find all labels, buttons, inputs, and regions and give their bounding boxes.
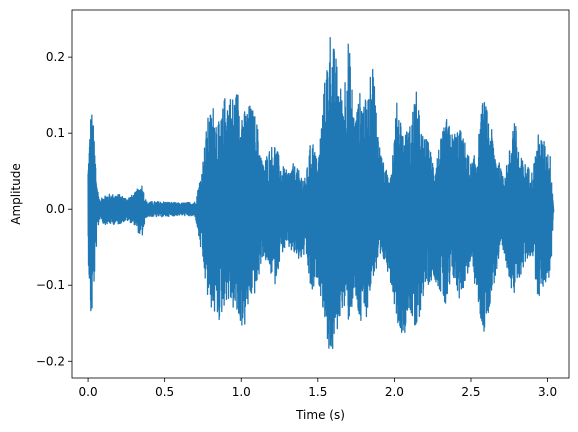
y-axis-ticks: −0.2 −0.1 0.0 0.1 0.2	[36, 50, 72, 368]
x-tick-label: 1.5	[308, 385, 327, 399]
y-axis-label: Amplitude	[9, 163, 23, 225]
y-tick-label: 0.0	[46, 202, 65, 216]
y-tick-label: −0.2	[36, 354, 65, 368]
x-tick-label: 2.5	[461, 385, 480, 399]
y-tick-label: 0.1	[46, 126, 65, 140]
y-tick-label: −0.1	[36, 278, 65, 292]
x-tick-label: 1.0	[232, 385, 251, 399]
x-tick-label: 0.5	[155, 385, 174, 399]
axes-frame	[71, 9, 570, 379]
y-tick-label: 0.2	[46, 50, 65, 64]
x-tick-label: 2.0	[385, 385, 404, 399]
waveform-series-line	[87, 37, 555, 349]
plot-area	[87, 37, 555, 349]
x-axis-ticks: 0.0 0.5 1.0 1.5 2.0 2.5 3.0	[79, 378, 557, 399]
x-axis-label: Time (s)	[295, 408, 345, 422]
x-tick-label: 3.0	[538, 385, 557, 399]
x-tick-label: 0.0	[79, 385, 98, 399]
